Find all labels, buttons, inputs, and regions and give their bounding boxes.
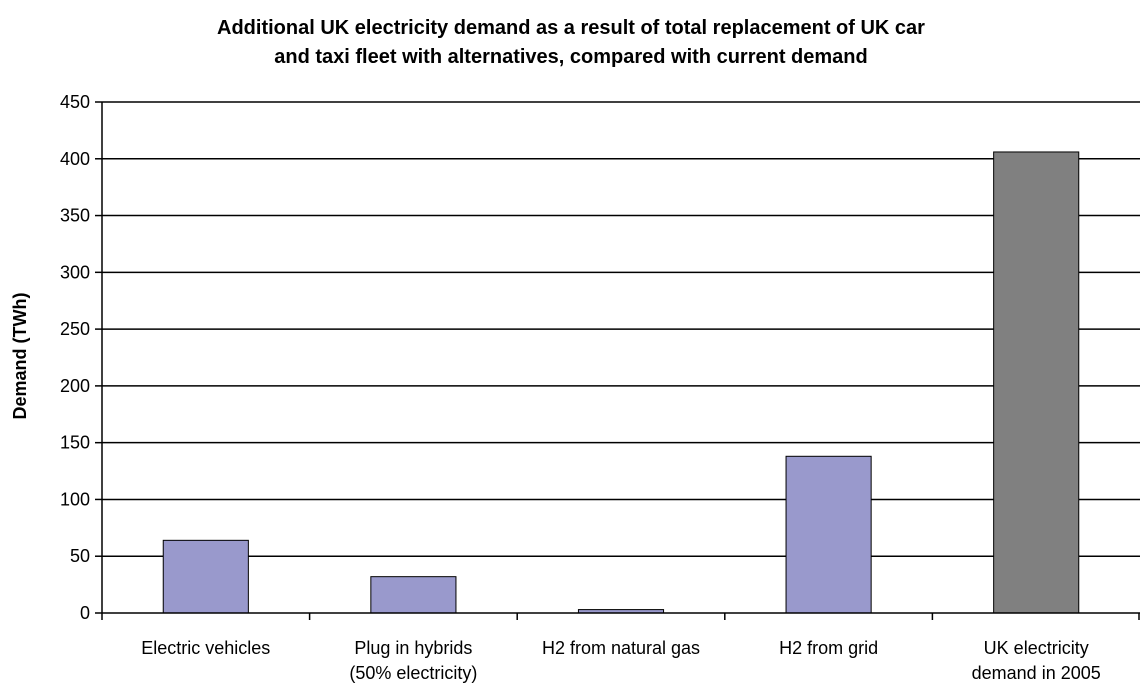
y-axis-label: Demand (TWh) — [10, 293, 30, 420]
gridlines — [102, 101, 1140, 557]
chart-title-line-2: and taxi fleet with alternatives, compar… — [274, 46, 868, 68]
x-tick-label: UK electricity — [984, 638, 1089, 658]
y-tick-labels: 0 50 100 150 200 250 300 350 400 450 — [60, 92, 90, 623]
x-tick-label: Plug in hybrids — [354, 638, 472, 658]
y-tick-label: 100 — [60, 489, 90, 509]
y-tick-label: 0 — [80, 603, 90, 623]
bar — [162, 539, 249, 614]
x-tick-label: H2 from grid — [779, 638, 878, 658]
category-labels: Electric vehicles Plug in hybrids (50% ele… — [141, 638, 1100, 683]
y-tick-label: 350 — [60, 206, 90, 226]
y-tick-label: 50 — [70, 546, 90, 566]
y-tick-label: 200 — [60, 376, 90, 396]
x-tick-label: demand in 2005 — [972, 663, 1101, 683]
bar — [993, 151, 1080, 614]
chart-title: Additional UK electricity demand as a re… — [0, 14, 1142, 72]
axes — [95, 101, 1140, 620]
chart-title-line-1: Additional UK electricity demand as a re… — [217, 17, 925, 39]
bars — [162, 151, 1080, 614]
bar — [370, 576, 457, 614]
y-tick-label: 400 — [60, 149, 90, 169]
x-tick-label: (50% electricity) — [349, 663, 477, 683]
x-tick-label: H2 from natural gas — [542, 638, 700, 658]
y-tick-label: 150 — [60, 433, 90, 453]
bar — [785, 455, 872, 614]
y-tick-label: 250 — [60, 319, 90, 339]
y-tick-label: 450 — [60, 92, 90, 112]
x-tick-label: Electric vehicles — [141, 638, 270, 658]
y-tick-label: 300 — [60, 262, 90, 282]
